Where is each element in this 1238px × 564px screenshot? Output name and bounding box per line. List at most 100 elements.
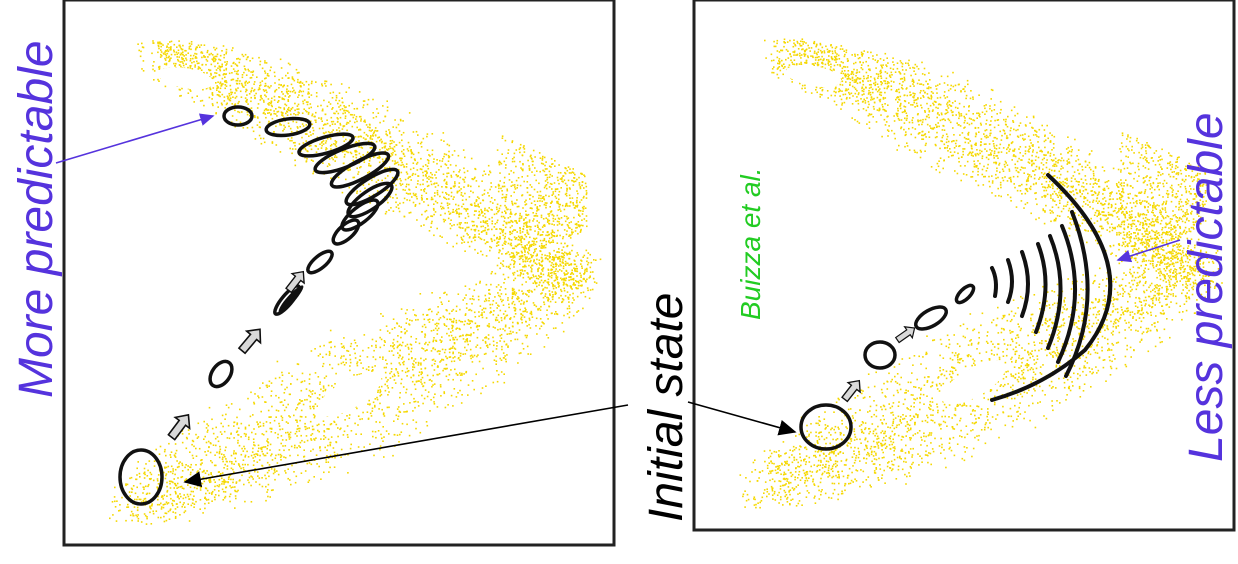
attractor-point	[592, 277, 595, 280]
attractor-point	[329, 124, 331, 127]
attractor-point	[468, 288, 471, 290]
attractor-point	[273, 419, 276, 422]
attractor-point	[475, 200, 478, 203]
attractor-point	[488, 292, 490, 295]
attractor-point	[393, 433, 396, 436]
attractor-point	[354, 151, 357, 153]
attractor-point	[310, 144, 312, 147]
attractor-point	[412, 131, 415, 133]
attractor-point	[515, 179, 518, 182]
attractor-point	[499, 172, 501, 174]
attractor-point	[573, 259, 576, 262]
attractor-point	[331, 367, 334, 370]
attractor-point	[402, 188, 404, 191]
attractor-point	[426, 424, 429, 427]
attractor-point	[533, 248, 536, 251]
attractor-point	[446, 367, 448, 370]
attractor-point	[240, 422, 243, 425]
left-panel	[55, 0, 616, 547]
attractor-point	[556, 224, 559, 226]
attractor-point	[474, 230, 476, 232]
attractor-point	[509, 267, 511, 270]
attractor-point	[441, 186, 443, 188]
attractor-point	[470, 357, 472, 360]
attractor-point	[337, 435, 339, 438]
attractor-point	[342, 125, 345, 128]
attractor-point	[546, 287, 548, 289]
attractor-point	[526, 214, 529, 217]
attractor-point	[524, 245, 526, 248]
attractor-point	[270, 390, 273, 392]
attractor-point	[445, 153, 448, 156]
attractor-point	[500, 162, 503, 165]
attractor-point	[557, 171, 560, 174]
attractor-point	[593, 259, 595, 261]
attractor-point	[408, 323, 410, 325]
attractor-point	[424, 389, 427, 391]
attractor-point	[578, 182, 581, 184]
attractor-point	[571, 228, 573, 231]
attractor-point	[571, 244, 574, 247]
attractor-point	[354, 422, 356, 425]
attractor-point	[243, 469, 245, 471]
attractor-point	[363, 100, 366, 102]
attractor-point	[307, 91, 310, 93]
attractor-point	[308, 83, 310, 86]
attractor-point	[245, 99, 248, 102]
attractor-point	[521, 270, 524, 272]
attractor-point	[452, 329, 454, 332]
attractor-point	[461, 394, 463, 396]
attractor-point	[195, 55, 197, 58]
attractor-point	[446, 175, 448, 178]
attractor-point	[445, 368, 447, 370]
attractor-point	[451, 327, 453, 330]
attractor-point	[409, 343, 412, 346]
attractor-point	[493, 213, 496, 216]
attractor-point	[572, 231, 574, 234]
attractor-point	[262, 99, 265, 102]
attractor-point	[571, 288, 573, 290]
attractor-point	[500, 337, 503, 339]
attractor-point	[402, 120, 404, 122]
attractor-point	[504, 232, 507, 235]
attractor-point	[372, 112, 374, 114]
attractor-point	[396, 346, 399, 349]
attractor-point	[241, 74, 244, 76]
attractor-point	[346, 425, 349, 427]
attractor-point	[356, 190, 358, 193]
attractor-point	[580, 172, 582, 175]
attractor-point	[565, 215, 568, 218]
attractor-point	[447, 217, 450, 220]
attractor-point	[331, 385, 333, 387]
attractor-point	[463, 186, 465, 188]
attractor-point	[558, 265, 560, 267]
attractor-point	[430, 172, 432, 174]
attractor-point	[511, 297, 513, 300]
attractor-point	[465, 333, 468, 336]
attractor-point	[515, 292, 518, 294]
attractor-point	[191, 498, 194, 500]
attractor-point	[236, 490, 238, 493]
attractor-point	[513, 191, 515, 194]
attractor-point	[190, 463, 192, 466]
attractor-point	[288, 77, 290, 79]
attractor-point	[453, 360, 456, 362]
attractor-point	[219, 54, 222, 57]
attractor-point	[299, 399, 301, 401]
attractor-point	[207, 56, 209, 58]
attractor-point	[335, 94, 338, 97]
attractor-point	[532, 282, 535, 284]
attractor-point	[185, 57, 187, 60]
attractor-point	[208, 96, 211, 99]
attractor-point	[170, 46, 172, 48]
attractor-point	[325, 459, 327, 461]
attractor-point	[509, 215, 512, 218]
attractor-point	[293, 471, 295, 473]
attractor-point	[166, 485, 168, 488]
attractor-point	[440, 202, 443, 205]
attractor-point	[564, 171, 566, 174]
attractor-point	[480, 212, 483, 214]
attractor-point	[547, 220, 549, 222]
attractor-point	[572, 292, 574, 295]
attractor-point	[275, 108, 277, 110]
